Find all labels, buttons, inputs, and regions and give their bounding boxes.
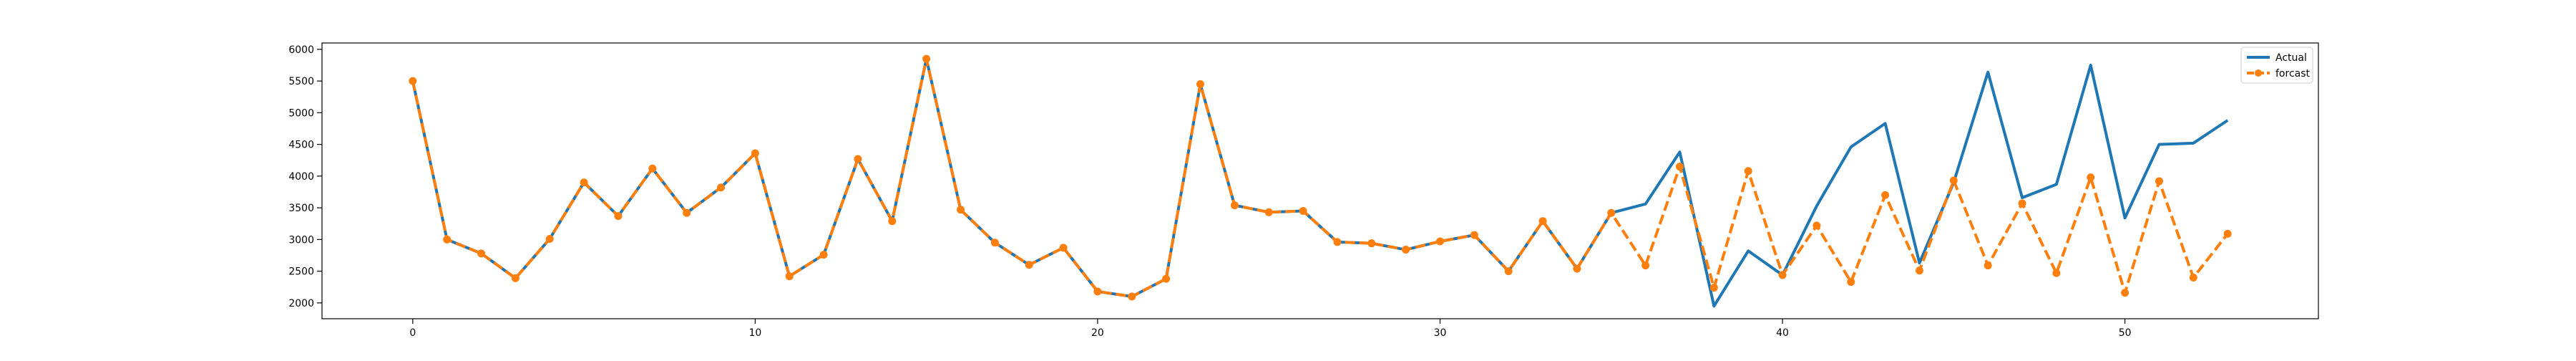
- data-point-forcast: [1641, 261, 1650, 270]
- data-point-forcast: [1402, 246, 1410, 254]
- y-tick-label: 4500: [288, 140, 314, 151]
- legend-marker-forcast: [2255, 69, 2262, 77]
- data-point-forcast: [1367, 239, 1376, 248]
- data-point-forcast: [2121, 289, 2129, 297]
- x-tick-label: 20: [1091, 327, 1104, 339]
- data-point-forcast: [614, 212, 623, 221]
- data-point-forcast: [511, 274, 519, 282]
- data-point-forcast: [1675, 163, 1684, 171]
- x-tick-label: 10: [748, 327, 761, 339]
- y-tick-label: 2000: [288, 298, 314, 309]
- data-point-forcast: [1538, 217, 1547, 226]
- data-point-forcast: [751, 149, 759, 158]
- data-point-forcast: [1744, 167, 1752, 175]
- y-tick-label: 4000: [288, 171, 314, 183]
- data-point-forcast: [854, 155, 862, 163]
- data-point-forcast: [477, 249, 486, 258]
- legend-label-actual: Actual: [2275, 52, 2307, 64]
- data-point-forcast: [1949, 176, 1958, 185]
- x-tick-label: 30: [1434, 327, 1447, 339]
- y-tick-label: 3000: [288, 234, 314, 246]
- data-point-forcast: [580, 178, 588, 187]
- data-point-forcast: [1470, 231, 1478, 239]
- data-point-forcast: [648, 164, 657, 173]
- x-tick-label: 40: [1776, 327, 1789, 339]
- data-point-forcast: [1847, 278, 1855, 287]
- data-point-forcast: [1128, 292, 1136, 301]
- data-point-forcast: [922, 54, 931, 63]
- data-point-forcast: [785, 272, 794, 281]
- data-point-forcast: [443, 235, 452, 244]
- data-point-forcast: [957, 206, 965, 214]
- data-point-forcast: [1915, 266, 1923, 275]
- data-point-forcast: [990, 239, 999, 247]
- data-point-forcast: [1333, 238, 1342, 246]
- data-point-forcast: [1881, 191, 1890, 199]
- data-point-forcast: [1573, 264, 1581, 273]
- data-point-forcast: [2087, 173, 2095, 182]
- legend: Actual forcast: [2240, 47, 2313, 84]
- data-point-forcast: [1435, 237, 1444, 246]
- data-point-forcast: [1504, 267, 1513, 276]
- data-point-forcast: [2223, 229, 2232, 238]
- data-point-forcast: [2189, 273, 2197, 281]
- axes-frame: [321, 42, 2319, 319]
- data-point-forcast: [1813, 221, 1821, 230]
- x-tick-label: 50: [2119, 327, 2132, 339]
- data-point-forcast: [2018, 199, 2026, 208]
- data-point-forcast: [2155, 177, 2163, 186]
- legend-label-forcast: forcast: [2275, 68, 2311, 80]
- y-tick-label: 5000: [288, 107, 314, 119]
- data-point-forcast: [1230, 201, 1239, 210]
- data-point-forcast: [1025, 261, 1033, 269]
- data-point-forcast: [1984, 261, 1992, 270]
- y-tick-label: 3500: [288, 203, 314, 214]
- data-point-forcast: [888, 217, 897, 226]
- series-line-actual: [411, 57, 2229, 308]
- y-tick-label: 2500: [288, 266, 314, 278]
- data-point-forcast: [1264, 208, 1273, 216]
- data-point-forcast: [1059, 244, 1068, 252]
- x-tick-label: 0: [409, 327, 416, 339]
- data-point-forcast: [1607, 208, 1616, 217]
- y-tick-label: 5500: [288, 76, 314, 87]
- data-point-forcast: [1778, 271, 1787, 279]
- series-line-forcast: [411, 57, 2229, 299]
- plot-area: 0 10 20 30 40 50 2000 2500 3000 3500 4000 4500 5000 5…: [288, 42, 2319, 339]
- data-point-forcast: [1162, 274, 1171, 283]
- y-tick-label: 6000: [288, 44, 314, 56]
- data-point-forcast: [1196, 80, 1205, 89]
- data-point-forcast: [1299, 207, 1307, 216]
- data-point-forcast: [545, 234, 554, 243]
- data-point-forcast: [409, 77, 417, 85]
- data-point-forcast: [2052, 269, 2061, 277]
- data-point-forcast: [1093, 287, 1102, 296]
- data-point-forcast: [819, 251, 828, 259]
- data-point-forcast: [717, 183, 726, 192]
- data-point-forcast: [683, 208, 691, 217]
- data-point-forcast: [1709, 284, 1718, 292]
